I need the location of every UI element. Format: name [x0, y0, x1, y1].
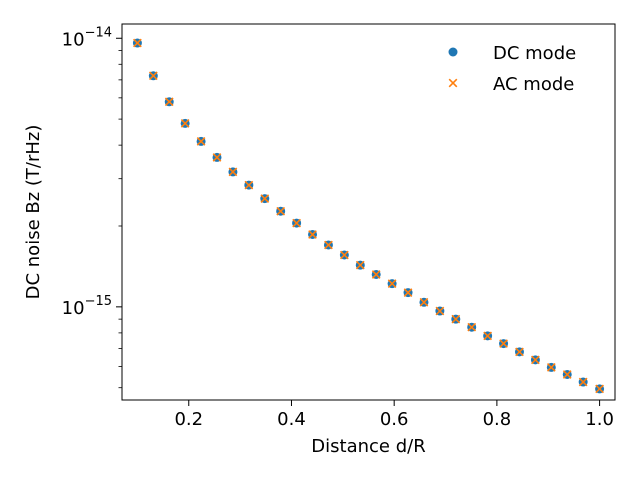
ac-mode-point: [467, 322, 477, 332]
ac-mode-point: [371, 270, 381, 279]
ac-mode-point: [308, 230, 317, 239]
ac-mode-point: [355, 260, 365, 270]
ac-mode-point: [387, 279, 397, 289]
ac-mode-point-stroke: [244, 180, 254, 190]
ac-mode-point-stroke: [355, 260, 365, 270]
ac-mode-point: [531, 355, 540, 365]
ac-mode-point: [515, 347, 524, 357]
ac-mode-point-stroke: [212, 153, 222, 162]
ac-mode-point-stroke: [578, 377, 588, 387]
ac-mode-point: [164, 97, 174, 107]
legend-label-ac-mode: AC mode: [493, 74, 574, 95]
ac-mode-point: [148, 71, 158, 81]
series-ac-mode: [133, 38, 604, 394]
ac-mode-point: [403, 288, 413, 297]
plot-frame: [121, 23, 616, 401]
ac-mode-point: [276, 206, 286, 216]
legend-ac-mode-marker-stroke: [448, 78, 458, 88]
ac-mode-point: [260, 194, 270, 203]
ac-mode-point: [578, 377, 588, 387]
ac-mode-point-stroke: [180, 119, 190, 128]
ac-mode-point-stroke: [339, 250, 349, 260]
y-tick-label: 10−15: [62, 294, 112, 319]
ac-mode-point: [419, 297, 429, 307]
ac-mode-point: [499, 339, 508, 348]
ac-mode-point-stroke: [515, 347, 524, 357]
ac-mode-point-stroke: [324, 240, 333, 250]
ac-mode-point: [196, 137, 206, 146]
y-tick-label: 10−14: [62, 25, 112, 50]
legend-label-dc-mode: DC mode: [493, 43, 576, 64]
ac-mode-point-stroke: [499, 339, 508, 348]
ac-mode-point-stroke: [562, 370, 572, 379]
series-layer: [132, 38, 605, 394]
ac-mode-point-stroke: [196, 137, 206, 146]
ac-mode-point-stroke: [148, 71, 158, 81]
ac-mode-point-stroke: [260, 194, 270, 203]
ac-mode-point: [595, 384, 604, 394]
ac-mode-point-stroke: [467, 322, 477, 332]
x-tick-label: 1.0: [585, 409, 614, 430]
legend-dc-mode-marker: [448, 47, 458, 57]
legend-marker-dc-mode: [448, 47, 458, 57]
ac-mode-point: [451, 314, 461, 324]
y-minor-ticks: [118, 50, 122, 389]
ac-mode-point-stroke: [419, 297, 429, 307]
ac-mode-point: [483, 331, 493, 341]
x-axis-label: Distance d/R: [311, 436, 425, 457]
ac-mode-point-stroke: [276, 206, 286, 216]
ac-mode-point-stroke: [595, 384, 604, 394]
ac-mode-point-stroke: [133, 38, 142, 48]
ac-mode-point-stroke: [483, 331, 493, 341]
ac-mode-point-stroke: [228, 167, 238, 177]
y-axis-ticks: 10−15 10−14: [62, 25, 122, 319]
ac-mode-point: [546, 363, 556, 372]
ac-mode-point: [292, 218, 301, 228]
y-axis-label: DC noise Bz (T/rHz): [23, 125, 44, 300]
ac-mode-point-stroke: [371, 270, 381, 279]
ac-mode-point-stroke: [531, 355, 540, 365]
ac-mode-point-stroke: [387, 279, 397, 289]
ac-mode-point-stroke: [403, 288, 413, 297]
x-tick-label: 0.6: [380, 409, 409, 430]
ac-mode-point-stroke: [546, 363, 556, 372]
x-tick-label: 0.2: [174, 409, 203, 430]
ac-mode-point-stroke: [292, 218, 301, 228]
legend: DC mode AC mode: [448, 43, 576, 95]
ac-mode-point: [339, 250, 349, 260]
ac-mode-point-stroke: [308, 230, 317, 239]
legend-marker-ac-mode: [448, 78, 458, 88]
legend-ac-mode-marker: [448, 78, 458, 88]
ac-mode-point: [244, 180, 254, 190]
ac-mode-point: [180, 119, 190, 128]
ac-mode-point-stroke: [435, 306, 445, 316]
ac-mode-point: [324, 240, 333, 250]
ac-mode-point: [562, 370, 572, 379]
ac-mode-point: [435, 306, 445, 316]
ac-mode-point: [212, 153, 222, 162]
x-tick-label: 0.8: [483, 409, 512, 430]
x-axis-ticks: 0.2 0.4 0.6 0.8 1.0: [174, 400, 614, 430]
ac-mode-point: [228, 167, 238, 177]
x-tick-label: 0.4: [277, 409, 306, 430]
ac-mode-point-stroke: [164, 97, 174, 107]
ac-mode-point: [133, 38, 142, 48]
ac-mode-point-stroke: [451, 314, 461, 324]
